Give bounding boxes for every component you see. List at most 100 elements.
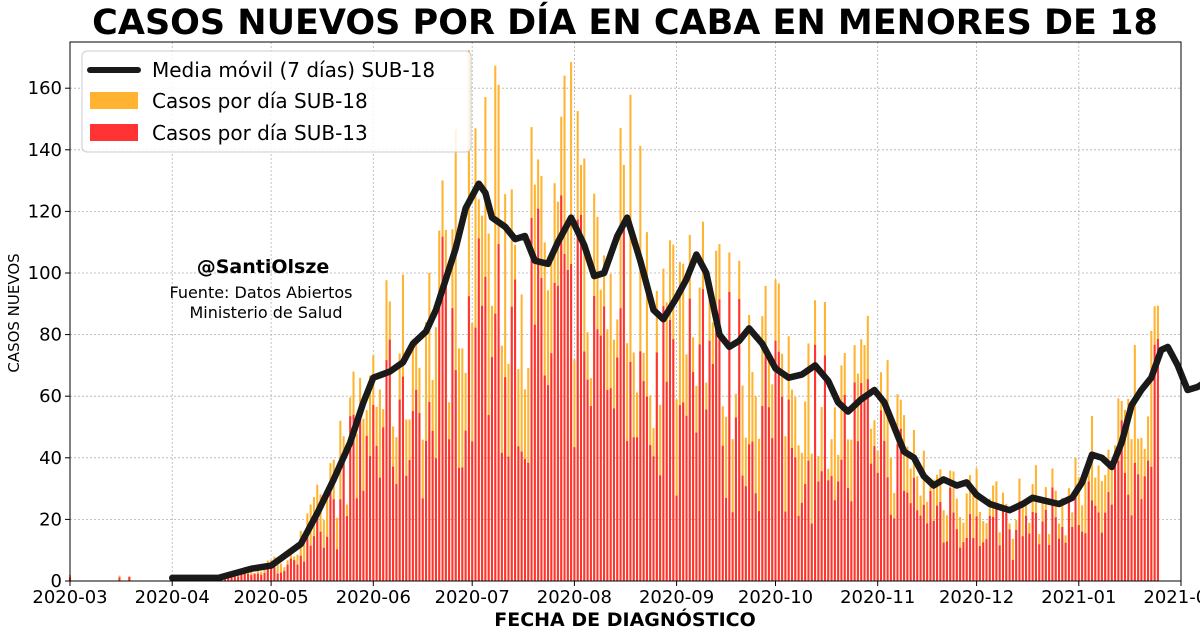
- bar-sub18: [754, 396, 757, 581]
- bar-sub13: [1087, 481, 1090, 581]
- bar-sub13: [820, 471, 823, 581]
- bar-sub13: [289, 558, 292, 581]
- bar-sub13: [685, 415, 688, 581]
- x-tick-label: 2021-01: [1041, 587, 1116, 608]
- bar-sub18: [784, 436, 787, 581]
- bar-sub13: [359, 408, 362, 581]
- bar-sub13: [672, 339, 675, 581]
- bar-sub13: [1143, 476, 1146, 581]
- bar-sub13: [444, 271, 447, 581]
- bar-sub13: [237, 576, 240, 581]
- bar-sub18: [454, 129, 457, 581]
- bar-sub13: [968, 514, 972, 581]
- bar-sub13: [368, 456, 372, 581]
- bar-sub13: [1090, 500, 1094, 581]
- bar-sub13: [336, 549, 339, 581]
- bar-sub13: [454, 370, 457, 581]
- bar-sub13: [309, 545, 312, 581]
- annotation-source-line2: Ministerio de Salud: [190, 303, 343, 322]
- bar-sub13: [612, 408, 615, 581]
- bar-sub13: [1001, 505, 1004, 581]
- bar-sub13: [563, 253, 566, 581]
- bar-sub13: [583, 351, 586, 581]
- bar-sub13: [490, 357, 494, 581]
- bar-sub13: [929, 491, 932, 581]
- plot-frame: [69, 41, 1182, 582]
- bar-sub13: [734, 417, 737, 581]
- bar-sub13: [837, 481, 840, 581]
- bar-sub13: [1117, 460, 1120, 581]
- bar-sub13: [556, 285, 559, 581]
- annotation: @SantiOlsze Fuente: Datos Abiertos Minis…: [169, 256, 352, 322]
- bar-sub13: [642, 381, 645, 581]
- legend-label-sub13: Casos por día SUB-13: [152, 121, 368, 145]
- bar-sub13: [1057, 538, 1061, 581]
- bar-sub13: [1100, 532, 1103, 581]
- bar-sub13: [1137, 474, 1140, 581]
- bar-sub13: [550, 353, 553, 581]
- bar-sub13: [500, 452, 503, 581]
- bar-sub13: [434, 458, 437, 581]
- bar-sub13: [1011, 560, 1014, 581]
- x-tick-label: 2020-08: [537, 587, 612, 608]
- x-tick-label: 2020-11: [840, 587, 915, 608]
- bar-sub18: [731, 439, 734, 581]
- bar-sub13: [952, 512, 955, 581]
- bar-sub18: [279, 563, 283, 581]
- bar-sub13: [398, 399, 401, 581]
- bar-sub13: [378, 477, 381, 581]
- bar-sub13: [665, 381, 668, 581]
- bar-sub13: [1084, 533, 1087, 581]
- moving-average: [168, 180, 1200, 582]
- bar-sub13: [698, 344, 701, 581]
- bar-sub13: [823, 355, 826, 581]
- bar-sub13: [441, 236, 444, 582]
- y-tick-label: 80: [39, 325, 62, 346]
- bar-sub13: [1064, 542, 1067, 581]
- bar-sub13: [741, 475, 744, 581]
- legend-frame: [81, 50, 472, 153]
- bar-sub13: [840, 459, 843, 581]
- bar-sub13: [1018, 501, 1021, 581]
- bar-sub13: [939, 501, 942, 581]
- bar-sub13: [708, 340, 711, 581]
- bar-sub13: [919, 515, 922, 581]
- annotation-source-line1: Fuente: Datos Abiertos: [169, 283, 352, 302]
- bar-sub13: [1110, 504, 1113, 581]
- bar-sub13: [896, 444, 899, 581]
- bar-sub13: [649, 445, 652, 581]
- bar-sub13: [626, 441, 629, 581]
- bar-sub13: [965, 538, 968, 581]
- y-axis-label: CASOS NUEVOS: [5, 253, 23, 372]
- bar-sub13: [481, 305, 484, 581]
- bar-sub13: [1156, 338, 1159, 581]
- bar-sub13: [1031, 512, 1034, 581]
- bar-sub13: [774, 340, 777, 581]
- bar-sub18: [965, 493, 968, 581]
- bar-sub13: [586, 379, 589, 581]
- bar-sub13: [751, 441, 754, 581]
- x-tick-label: 2020-05: [233, 587, 308, 608]
- bar-sub13: [1140, 499, 1143, 581]
- x-tick-label: 2020-12: [939, 587, 1014, 608]
- bar-sub18: [629, 94, 632, 581]
- bar-sub13: [988, 515, 991, 581]
- bar-sub13: [761, 406, 764, 581]
- bar-sub13: [711, 363, 714, 581]
- bar-sub13: [533, 324, 536, 581]
- bar-sub13: [1107, 492, 1110, 581]
- y-tick-label: 160: [28, 78, 62, 99]
- bars: [68, 50, 1159, 582]
- bar-sub13: [599, 335, 602, 581]
- bar-sub13: [932, 520, 935, 581]
- bar-sub13: [270, 563, 273, 581]
- bar-sub13: [355, 498, 358, 581]
- bar-sub13: [1094, 505, 1097, 581]
- y-tick-label: 60: [39, 386, 62, 407]
- bar-sub13: [461, 467, 464, 581]
- bar-sub13: [425, 440, 428, 581]
- bar-sub13: [609, 388, 612, 581]
- bar-sub13: [240, 574, 243, 581]
- bar-sub13: [339, 499, 342, 581]
- bar-sub13: [850, 501, 853, 581]
